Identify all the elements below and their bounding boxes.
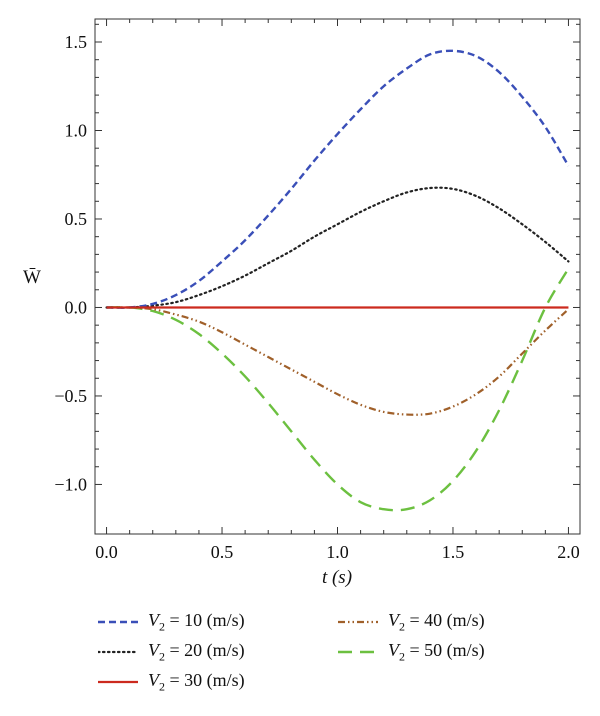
legend-item: V2 = 10 (m/s) xyxy=(98,608,245,636)
series-line-1 xyxy=(106,49,570,309)
x-tick-label: 0.0 xyxy=(95,542,118,562)
series-line-2 xyxy=(105,186,570,309)
legend-item: V2 = 30 (m/s) xyxy=(98,668,245,696)
x-tick-label: 1.0 xyxy=(326,542,349,562)
series-line-5 xyxy=(106,267,570,512)
legend-swatch xyxy=(338,620,378,624)
legend-label: V2 = 20 (m/s) xyxy=(148,639,245,664)
y-tick-label: −1.0 xyxy=(54,474,87,494)
y-tick-label: 0.5 xyxy=(65,209,88,229)
legend-label: V2 = 50 (m/s) xyxy=(388,639,485,664)
y-tick-label: −0.5 xyxy=(54,386,87,406)
legend-label: V2 = 10 (m/s) xyxy=(148,609,245,634)
y-tick-label: 1.0 xyxy=(65,120,88,140)
plot-frame xyxy=(94,18,581,535)
legend-item: V2 = 50 (m/s) xyxy=(338,638,485,666)
legend-item: V2 = 40 (m/s) xyxy=(338,608,485,636)
y-tick-label: 1.5 xyxy=(65,32,88,52)
legend-swatch xyxy=(98,620,138,624)
x-tick-label: 2.0 xyxy=(557,542,580,562)
y-tick-label: 0.0 xyxy=(65,297,88,317)
y-axis-label: W̄ xyxy=(23,267,41,288)
x-axis-label: t (s) xyxy=(322,567,352,588)
legend-swatch xyxy=(98,680,138,684)
legend-swatch xyxy=(338,650,378,654)
chart-legend: V2 = 10 (m/s) V2 = 20 (m/s) V2 = 30 (m/s) V… xyxy=(0,600,600,716)
legend-item: V2 = 20 (m/s) xyxy=(98,638,245,666)
legend-label: V2 = 40 (m/s) xyxy=(388,609,485,634)
x-tick-label: 0.5 xyxy=(211,542,234,562)
line-chart: 0.0 0.5 1.0 1.5 2.0 −1.0 −0.5 0.0 0.5 1.0 1.5 W̄ t… xyxy=(23,18,581,588)
legend-swatch xyxy=(98,650,138,654)
x-tick-label: 1.5 xyxy=(442,542,465,562)
series-line-4 xyxy=(106,306,570,416)
legend-label: V2 = 30 (m/s) xyxy=(148,669,245,694)
